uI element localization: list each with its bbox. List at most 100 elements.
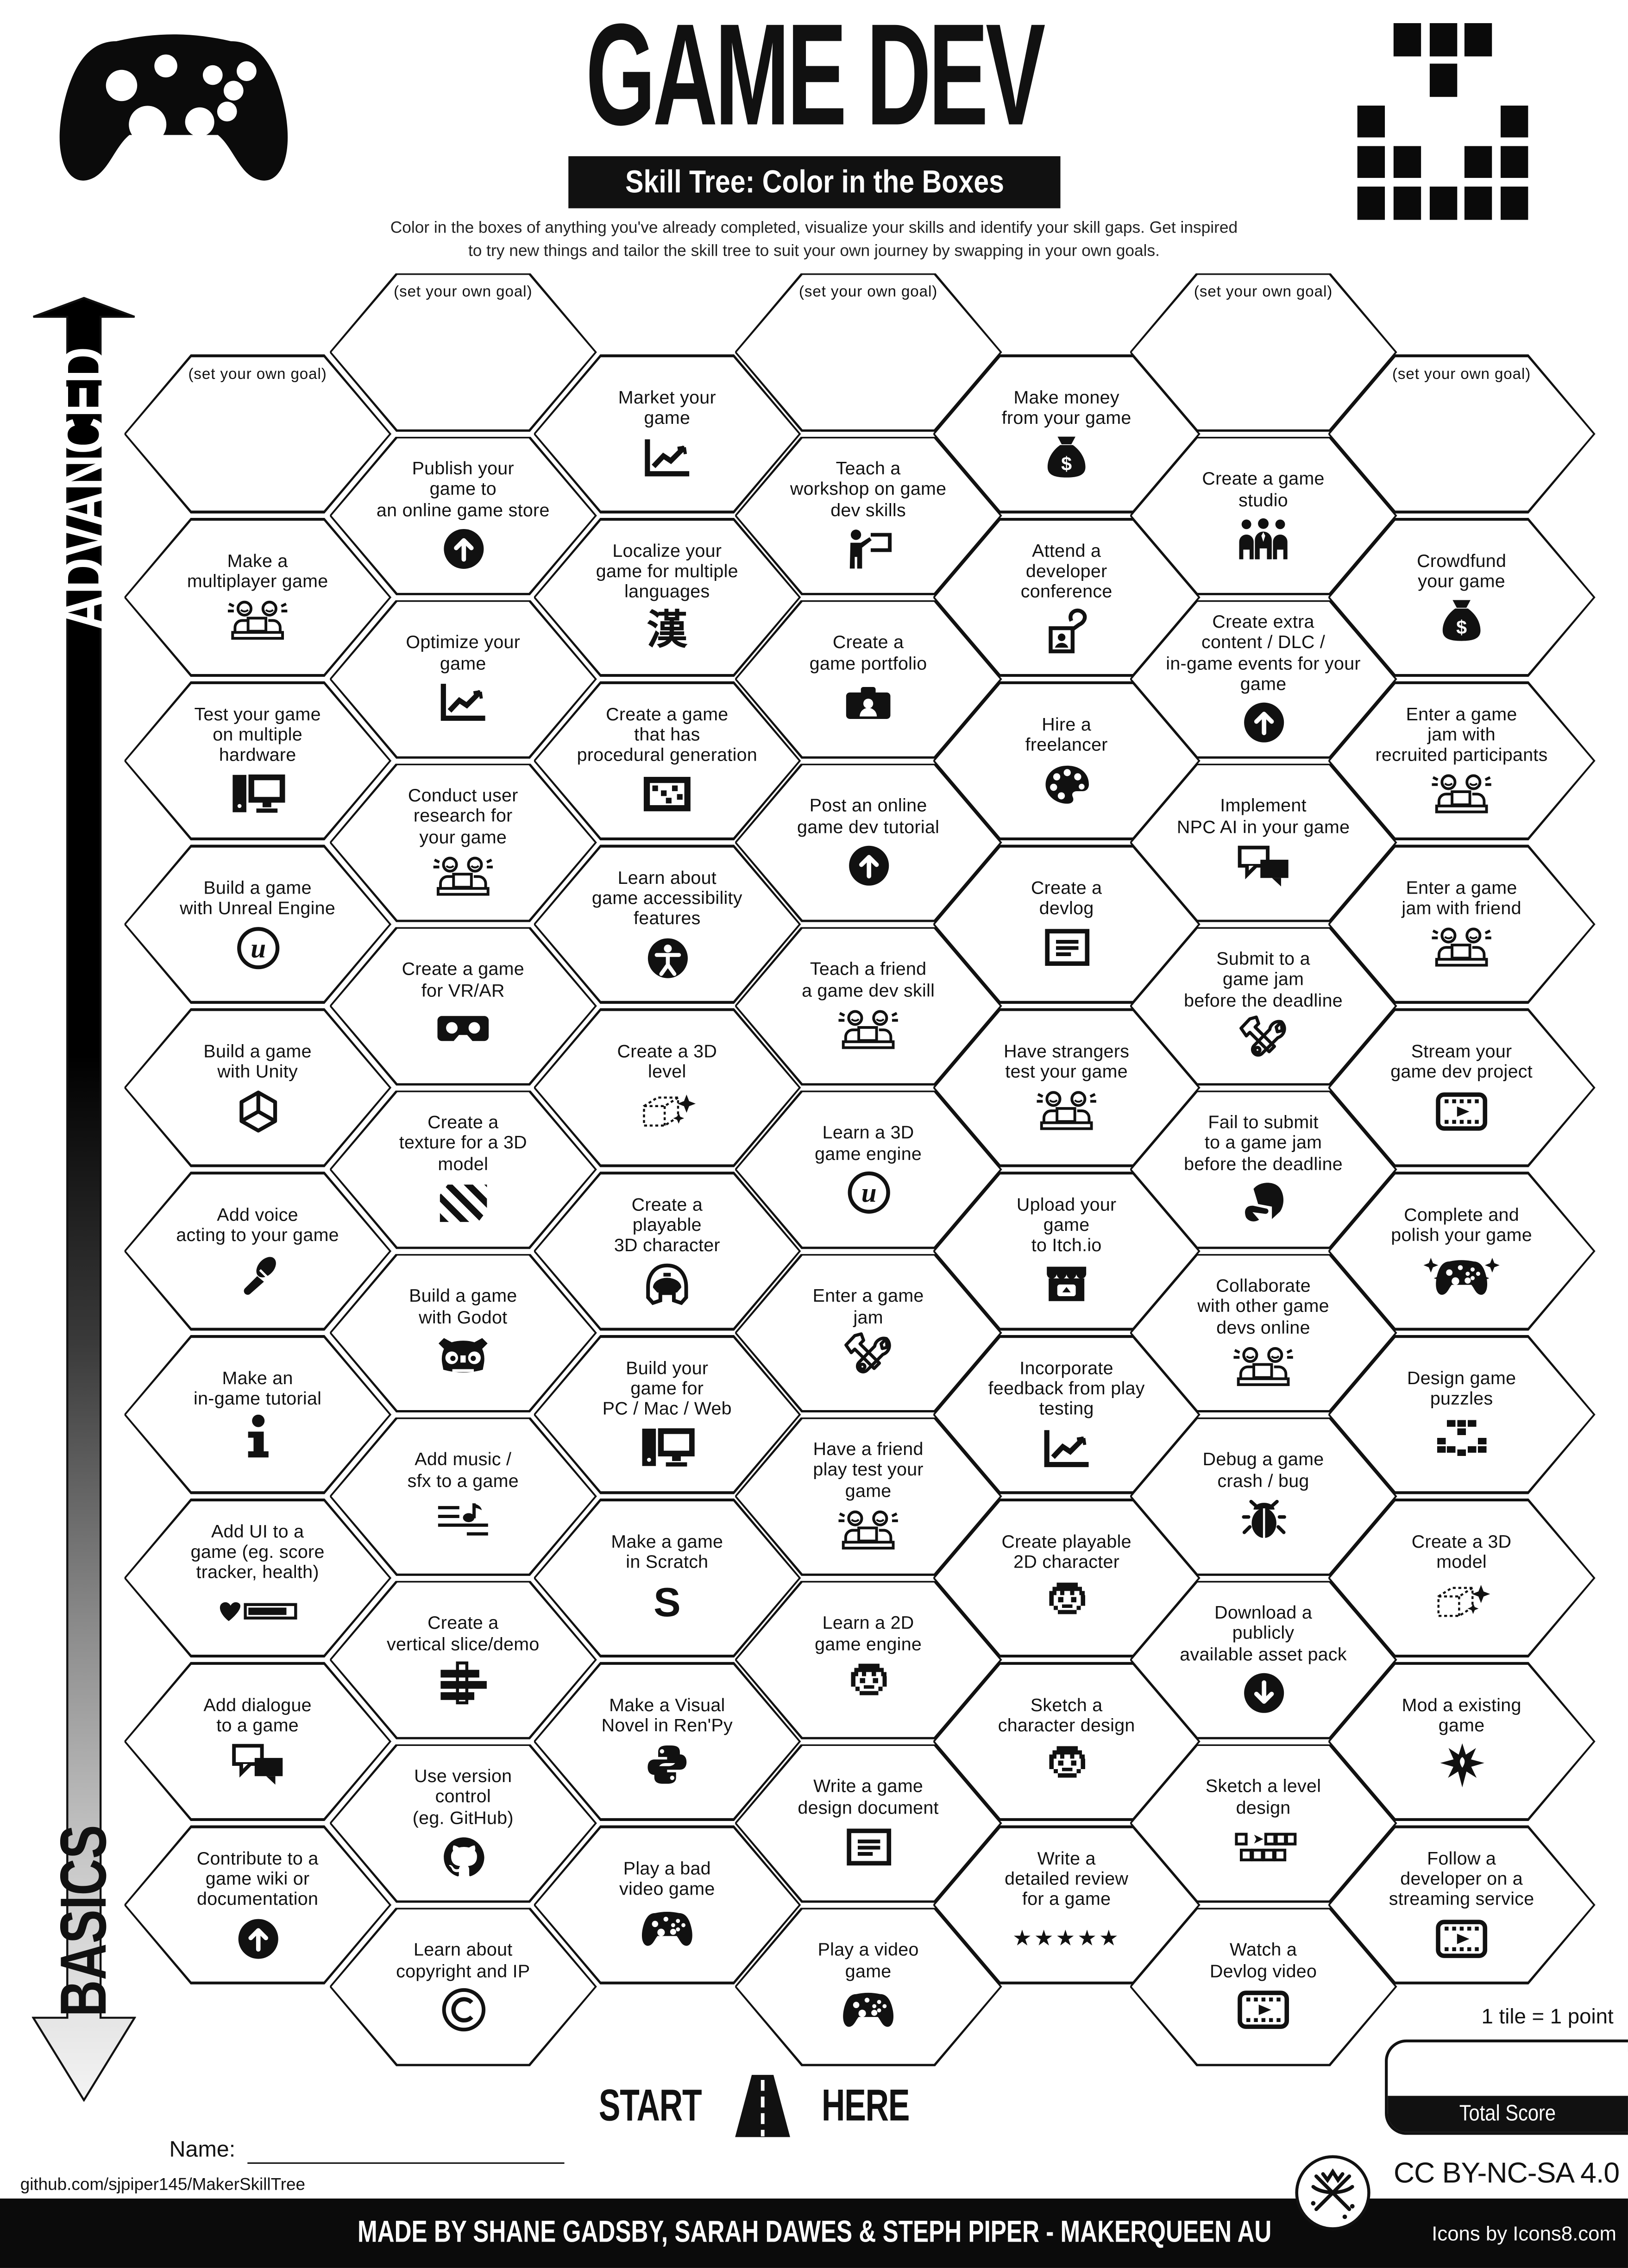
description-line-2: to try new things and tailor the skill t… <box>468 243 1160 261</box>
pixel-cell-filled <box>1501 146 1528 179</box>
download-circle-icon <box>1242 1670 1284 1717</box>
total-score-box[interactable]: Total Score <box>1385 2039 1628 2135</box>
team-icon <box>1234 516 1292 562</box>
people-laptop-icon <box>430 853 497 900</box>
hex-tile-label: Hire a freelancer <box>1025 714 1108 755</box>
hex-tile-face: Create a vertical slice/demo <box>331 1582 595 1737</box>
hex-tile[interactable]: Write a detailed review for a game ★★★★★ <box>932 1825 1201 1984</box>
pixel-face-icon <box>847 1660 889 1707</box>
hex-tile-label: Create a game that has procedural genera… <box>577 704 758 766</box>
svg-text:u: u <box>250 932 265 963</box>
hex-tile-face: Sketch a character design <box>935 1664 1198 1819</box>
hex-tile-label: Add dialogue to a game <box>203 1695 312 1736</box>
hex-tile-label: Create a game studio <box>1202 469 1325 510</box>
name-input-line[interactable] <box>247 2162 565 2164</box>
hex-tile-label: Complete and polish your game <box>1391 1204 1532 1246</box>
hex-tile-label: Localize your game for multiple language… <box>596 540 738 602</box>
vr-headset-icon <box>435 1006 490 1052</box>
presenter-icon <box>844 526 893 573</box>
hex-tile[interactable]: Localize your game for multiple language… <box>533 517 801 677</box>
hex-tile-label: Publish your game to an online game stor… <box>376 459 550 520</box>
hex-tile-label: (set your own goal) <box>188 365 327 383</box>
hex-tile-label: Learn a 2D game engine <box>815 1613 922 1654</box>
line-chart-icon <box>642 434 691 480</box>
people-laptop-icon <box>835 1006 902 1052</box>
hex-tile-face: Add UI to a game (eg. score tracker, hea… <box>126 1500 390 1656</box>
hex-tile[interactable]: Debug a game crash / bug <box>1129 1417 1397 1576</box>
total-score-label: Total Score <box>1388 2096 1628 2132</box>
hex-tile[interactable]: Test your game on multiple hardware <box>124 681 392 841</box>
hex-tile[interactable]: Play a video game <box>734 1907 1002 2066</box>
hex-tile[interactable]: Optimize your game <box>329 599 597 759</box>
hex-tile[interactable]: Make an in-game tutorial <box>124 1335 392 1494</box>
hex-tile-label: Attend a developer conference <box>1020 540 1113 602</box>
hex-tile-face: Make money from your game $ <box>935 356 1198 511</box>
hex-tile-face: (set your own goal) <box>331 275 595 430</box>
hex-tile-label: Write a detailed review for a game <box>1005 1848 1129 1909</box>
hex-tile-goal[interactable]: (set your own goal) <box>124 354 392 514</box>
hex-tile-label: Sketch a level design <box>1205 1777 1321 1818</box>
itchio-icon <box>1042 1262 1091 1308</box>
hex-tile-label: Create a devlog <box>1031 877 1102 919</box>
hex-tile-label: Create a vertical slice/demo <box>386 1613 540 1654</box>
hex-tile-face: Implement NPC AI in your game <box>1131 765 1395 920</box>
hex-tile[interactable]: Post an online game dev tutorial <box>734 763 1002 922</box>
controller-icon <box>638 1905 696 1952</box>
hex-tile[interactable]: Submit to a game jam before the deadline <box>1129 926 1397 1086</box>
document-icon <box>846 1823 891 1870</box>
hex-tile-label: Crowdfund your game <box>1417 550 1507 592</box>
unity-icon <box>235 1088 280 1134</box>
hex-tile-goal[interactable]: (set your own goal) <box>329 272 597 432</box>
hex-tile-label: Learn about copyright and IP <box>396 1940 530 1981</box>
hex-tile[interactable]: Incorporate feedback from play testing <box>932 1335 1201 1494</box>
hex-tile-label: Create a game portfolio <box>809 632 927 674</box>
hex-tile-label: Collaborate with other game devs online <box>1197 1276 1329 1338</box>
hex-tile[interactable]: Make money from your game $ <box>932 354 1201 514</box>
hex-tile-face: Publish your game to an online game stor… <box>331 438 595 593</box>
hex-tile-goal[interactable]: (set your own goal) <box>1327 354 1596 514</box>
pixel-cell-filled <box>1393 187 1421 220</box>
pixel-cell-filled <box>1357 105 1385 138</box>
pixel-cell-filled <box>1465 23 1493 56</box>
hex-tile-face: (set your own goal) <box>126 356 390 511</box>
hex-tile[interactable]: Make a Visual Novel in Ren'Py <box>533 1662 801 1821</box>
hex-tile-label: Create a texture for a 3D model <box>399 1112 527 1174</box>
hex-tile-label: (set your own goal) <box>1194 284 1333 301</box>
hex-tile-label: Stream your game dev project <box>1390 1041 1533 1082</box>
page-description: Color in the boxes of anything you've al… <box>0 217 1628 264</box>
crossed-tools-icon <box>844 1332 893 1380</box>
hex-tile-label: Contribute to a game wiki or documentati… <box>196 1848 319 1909</box>
hex-tile[interactable]: Create a devlog <box>932 844 1201 1004</box>
pixel-cell-filled <box>1501 187 1528 220</box>
pixel-cell-filled <box>1429 64 1457 97</box>
hex-tile[interactable]: Make a multiplayer game <box>124 517 392 677</box>
portfolio-badge-icon <box>844 680 893 726</box>
hex-tile-label: Add music / sfx to a game <box>407 1449 519 1491</box>
footer-credit: MADE BY SHANE GADSBY, SARAH DAWES & STEP… <box>357 2216 1271 2249</box>
hex-tile-label: Create extra content / DLC / in-game eve… <box>1166 611 1361 694</box>
people-laptop-icon <box>1428 771 1495 818</box>
page-subtitle: Skill Tree: Color in the Boxes <box>567 156 1061 208</box>
hex-tile[interactable]: Sketch a level design <box>1129 1744 1397 1903</box>
info-icon <box>244 1415 271 1461</box>
hex-tile-label: Watch a Devlog video <box>1209 1940 1317 1981</box>
scratch-icon: S <box>650 1578 685 1625</box>
helmet-icon <box>642 1262 691 1308</box>
hex-tile[interactable]: Create a 3D level <box>533 1008 801 1167</box>
hex-tile-face: Conduct user research for your game <box>331 765 595 920</box>
film-play-icon <box>1435 1915 1488 1962</box>
hex-tile-label: Implement NPC AI in your game <box>1176 796 1350 837</box>
hex-tile[interactable]: Watch a Devlog video <box>1129 1907 1397 2066</box>
pixel-cell-filled <box>1357 146 1385 179</box>
hex-tile[interactable]: Collaborate with other game devs online <box>1129 1253 1397 1413</box>
film-play-icon <box>1237 1987 1289 2033</box>
godot-icon <box>435 1333 490 1380</box>
hex-tile[interactable]: Build a game with Unity <box>124 1008 392 1167</box>
skyrim-icon <box>1438 1742 1485 1788</box>
hex-tile-label: Have a friend play test your game <box>813 1439 924 1501</box>
hex-tile-label: Create a playable 3D character <box>614 1194 720 1256</box>
hex-tile-label: Learn about game accessibility features <box>591 867 742 929</box>
people-laptop-icon <box>1230 1343 1297 1390</box>
